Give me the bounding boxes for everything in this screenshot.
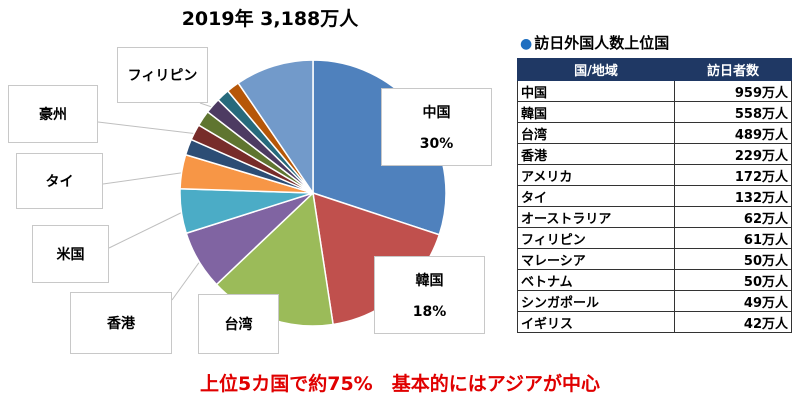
visitors-cell: 229万人 bbox=[674, 143, 792, 165]
visitors-cell: 50万人 bbox=[674, 248, 792, 270]
table-title: ● 訪日外国人数上位国 bbox=[520, 32, 669, 53]
country-cell: 中国 bbox=[517, 80, 675, 102]
leader-line-7 bbox=[97, 121, 199, 135]
visitors-cell: 172万人 bbox=[674, 164, 792, 186]
visitors-cell: 62万人 bbox=[674, 206, 792, 228]
leader-line-4 bbox=[108, 210, 186, 249]
visitor-ranking-table: 国/地域 訪日者数 中国 959万人 韓国 558万人 台湾 489万人 香港 229万… bbox=[517, 58, 792, 333]
pie-chart-title: 2019年 3,188万人 bbox=[181, 8, 359, 30]
table-row: オーストラリア 62万人 bbox=[517, 206, 792, 228]
bullet-icon: ● bbox=[520, 36, 533, 52]
visitors-cell: 959万人 bbox=[674, 80, 792, 102]
callout-australia-label: 豪州 bbox=[39, 107, 67, 123]
callout-usa-label: 米国 bbox=[56, 247, 85, 263]
leader-line-5 bbox=[102, 171, 186, 185]
callout-taiwan-label: 台湾 bbox=[224, 317, 253, 333]
callout-thailand-label: タイ bbox=[45, 174, 74, 190]
table-row: 中国 959万人 bbox=[517, 80, 792, 102]
callout-china-percent: 30% bbox=[419, 136, 454, 152]
visitors-cell: 61万人 bbox=[674, 227, 792, 249]
country-cell: 台湾 bbox=[517, 122, 675, 144]
table-row: イギリス 42万人 bbox=[517, 311, 792, 333]
country-cell: 韓国 bbox=[517, 101, 675, 123]
country-cell: オーストラリア bbox=[517, 206, 675, 228]
country-cell: ベトナム bbox=[517, 269, 675, 291]
table-row: アメリカ 172万人 bbox=[517, 164, 792, 186]
table-row: 韓国 558万人 bbox=[517, 101, 792, 123]
table-row: マレーシア 50万人 bbox=[517, 248, 792, 270]
column-header-country: 国/地域 bbox=[517, 58, 675, 81]
callout-korea: 韓国 18% bbox=[374, 256, 485, 334]
callout-thailand: タイ bbox=[16, 153, 103, 209]
visitors-cell: 50万人 bbox=[674, 269, 792, 291]
callout-hongkong: 香港 bbox=[70, 292, 172, 354]
callout-china-label: 中国 bbox=[422, 105, 451, 121]
callout-philippines-label: フィリピン bbox=[127, 68, 198, 84]
table-row: シンガポール 49万人 bbox=[517, 290, 792, 312]
visitors-cell: 558万人 bbox=[674, 101, 792, 123]
visitors-cell: 42万人 bbox=[674, 311, 792, 333]
callout-korea-percent: 18% bbox=[412, 304, 447, 320]
table-row: 台湾 489万人 bbox=[517, 122, 792, 144]
callout-australia: 豪州 bbox=[8, 85, 98, 143]
summary-caption: 上位5カ国で約75% 基本的にはアジアが中心 bbox=[200, 373, 600, 395]
callout-hongkong-label: 香港 bbox=[107, 316, 135, 332]
pie-slice-12 bbox=[237, 59, 314, 196]
country-cell: タイ bbox=[517, 185, 675, 207]
table-row: フィリピン 61万人 bbox=[517, 227, 792, 249]
callout-philippines: フィリピン bbox=[117, 47, 208, 103]
table-row: ベトナム 50万人 bbox=[517, 269, 792, 291]
callout-korea-label: 韓国 bbox=[415, 273, 444, 289]
country-cell: マレーシア bbox=[517, 248, 675, 270]
visitors-cell: 489万人 bbox=[674, 122, 792, 144]
leader-line-3 bbox=[171, 258, 203, 301]
country-cell: シンガポール bbox=[517, 290, 675, 312]
country-cell: アメリカ bbox=[517, 164, 675, 186]
table-row: タイ 132万人 bbox=[517, 185, 792, 207]
visitors-cell: 132万人 bbox=[674, 185, 792, 207]
country-cell: フィリピン bbox=[517, 227, 675, 249]
country-cell: イギリス bbox=[517, 311, 675, 333]
country-cell: 香港 bbox=[517, 143, 675, 165]
table-title-text: 訪日外国人数上位国 bbox=[534, 34, 670, 52]
visitors-cell: 49万人 bbox=[674, 290, 792, 312]
table-header-row: 国/地域 訪日者数 bbox=[517, 58, 792, 81]
callout-taiwan: 台湾 bbox=[198, 294, 279, 354]
table-row: 香港 229万人 bbox=[517, 143, 792, 165]
callout-usa: 米国 bbox=[32, 225, 109, 283]
callout-china: 中国 30% bbox=[381, 88, 492, 166]
column-header-visitors: 訪日者数 bbox=[674, 58, 792, 81]
